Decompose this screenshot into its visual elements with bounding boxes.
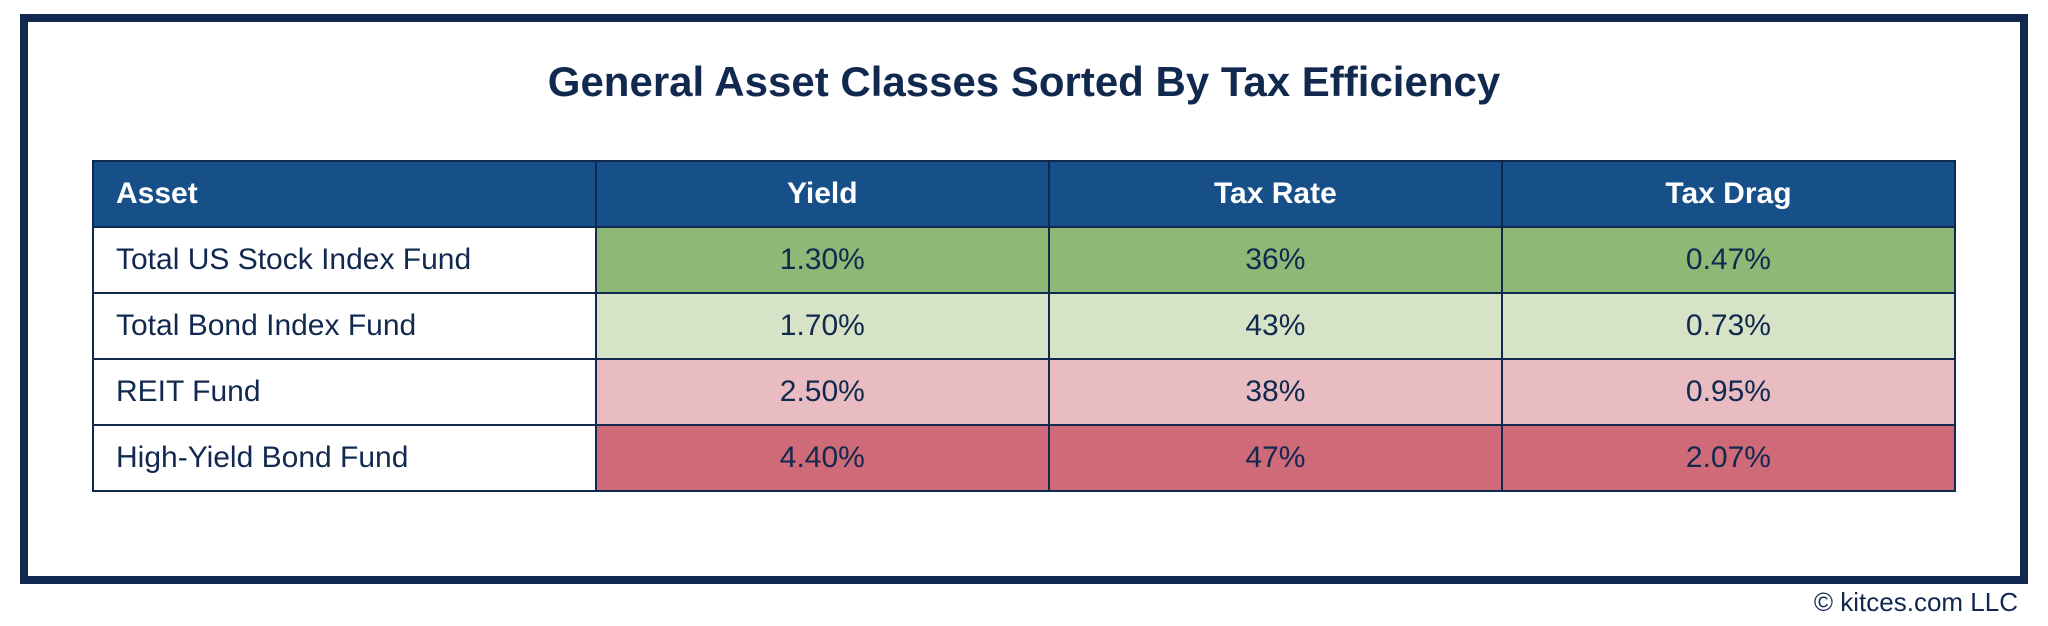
col-tax-drag: Tax Drag xyxy=(1502,161,1955,227)
cell-tax-drag: 0.95% xyxy=(1502,359,1955,425)
table-row: Total Bond Index Fund 1.70% 43% 0.73% xyxy=(93,293,1955,359)
cell-yield: 4.40% xyxy=(596,425,1049,491)
cell-yield: 1.30% xyxy=(596,227,1049,293)
cell-tax-rate: 36% xyxy=(1049,227,1502,293)
tax-efficiency-table: Asset Yield Tax Rate Tax Drag Total US S… xyxy=(92,160,1956,492)
chart-frame: General Asset Classes Sorted By Tax Effi… xyxy=(20,14,2028,584)
cell-tax-rate: 47% xyxy=(1049,425,1502,491)
page-title: General Asset Classes Sorted By Tax Effi… xyxy=(92,58,1956,106)
table-row: High-Yield Bond Fund 4.40% 47% 2.07% xyxy=(93,425,1955,491)
cell-tax-drag: 0.47% xyxy=(1502,227,1955,293)
table-row: Total US Stock Index Fund 1.30% 36% 0.47… xyxy=(93,227,1955,293)
cell-asset: Total Bond Index Fund xyxy=(93,293,596,359)
table-row: REIT Fund 2.50% 38% 0.95% xyxy=(93,359,1955,425)
cell-tax-rate: 43% xyxy=(1049,293,1502,359)
col-tax-rate: Tax Rate xyxy=(1049,161,1502,227)
cell-asset: REIT Fund xyxy=(93,359,596,425)
cell-tax-drag: 0.73% xyxy=(1502,293,1955,359)
cell-asset: High-Yield Bond Fund xyxy=(93,425,596,491)
cell-tax-drag: 2.07% xyxy=(1502,425,1955,491)
cell-yield: 1.70% xyxy=(596,293,1049,359)
col-yield: Yield xyxy=(596,161,1049,227)
copyright-text: © kitces.com LLC xyxy=(1814,587,2018,618)
table-header-row: Asset Yield Tax Rate Tax Drag xyxy=(93,161,1955,227)
cell-tax-rate: 38% xyxy=(1049,359,1502,425)
cell-yield: 2.50% xyxy=(596,359,1049,425)
col-asset: Asset xyxy=(93,161,596,227)
cell-asset: Total US Stock Index Fund xyxy=(93,227,596,293)
